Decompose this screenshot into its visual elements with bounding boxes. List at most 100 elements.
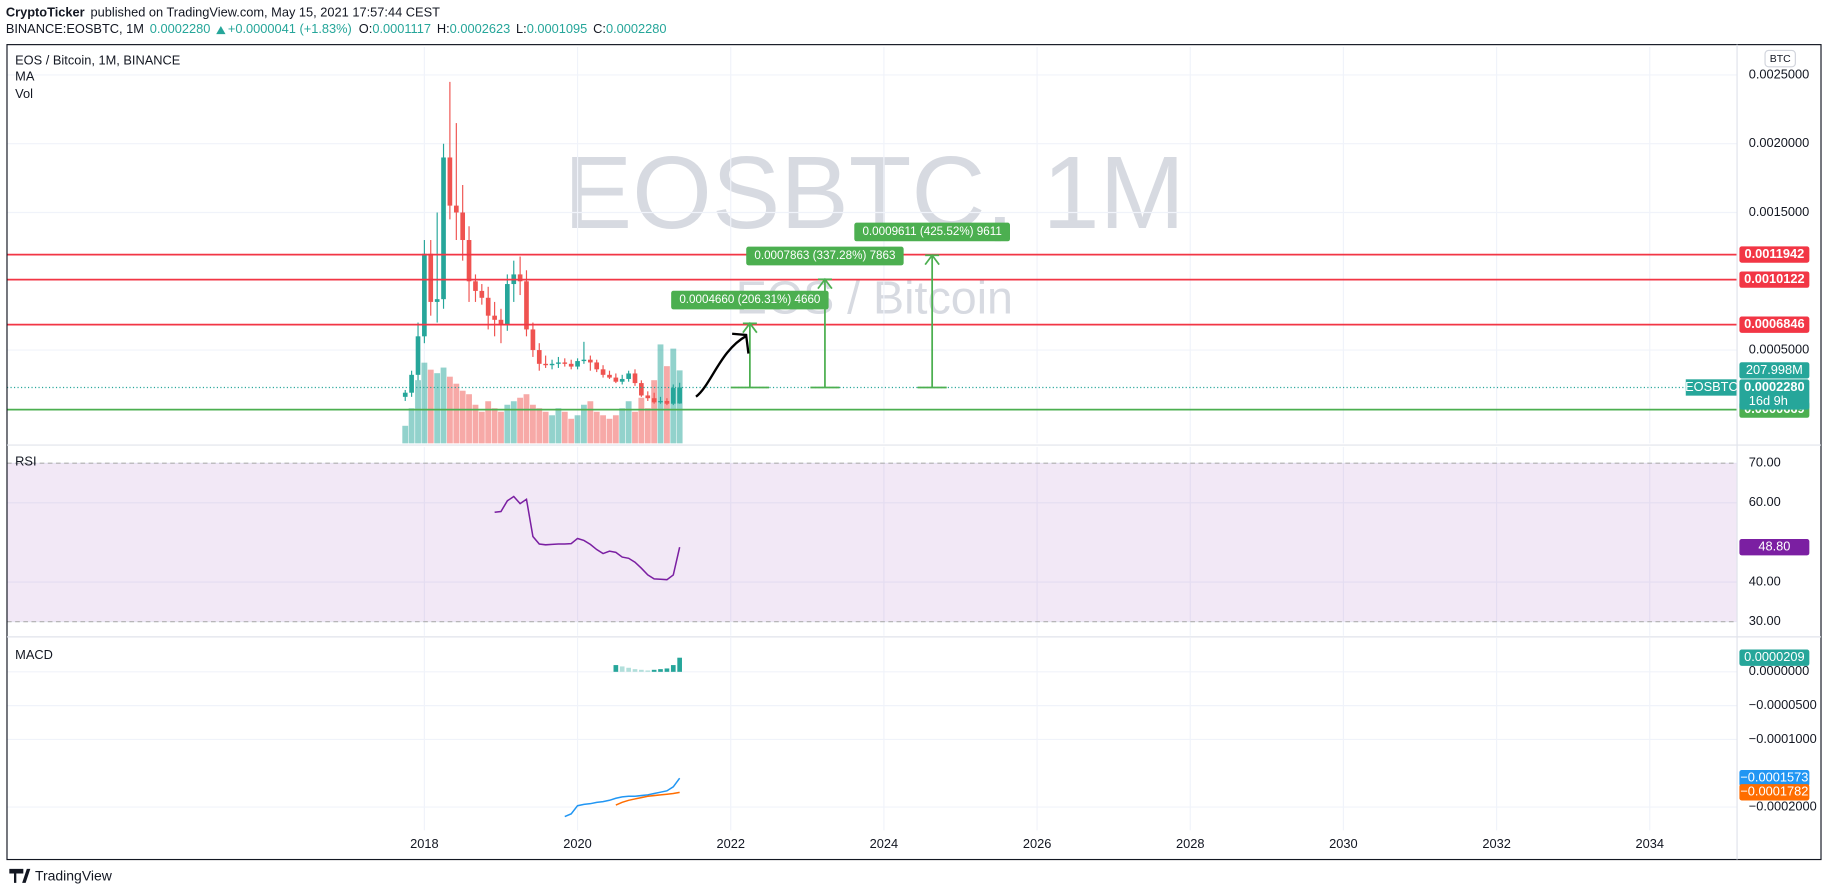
y-tick-label: −0.0002000 bbox=[1749, 798, 1817, 813]
candle-body bbox=[492, 315, 497, 320]
volume-bar bbox=[651, 380, 658, 444]
volume-bar bbox=[510, 401, 517, 444]
volume-bar bbox=[676, 370, 683, 444]
measure-arrowhead bbox=[742, 321, 758, 334]
logo bbox=[9, 868, 31, 883]
candle-body bbox=[504, 284, 510, 326]
indicator-label: Vol bbox=[15, 86, 33, 101]
volume-bar bbox=[619, 408, 626, 444]
candle-body bbox=[473, 281, 478, 291]
pane-title: RSI bbox=[15, 453, 36, 468]
volume-bar bbox=[657, 344, 664, 444]
countdown: 16d 9h bbox=[1749, 393, 1788, 408]
volume-bar bbox=[581, 404, 587, 444]
candle-body bbox=[600, 369, 606, 375]
candle-body bbox=[530, 329, 536, 351]
macd-histogram-bar bbox=[639, 669, 644, 672]
symbol: BINANCE:EOSBTC, 1M bbox=[6, 21, 144, 36]
price-label-bg bbox=[1739, 379, 1810, 410]
volume-bar bbox=[523, 394, 530, 444]
currency-button[interactable] bbox=[1764, 49, 1796, 68]
brand: TradingView bbox=[35, 868, 113, 884]
up-icon bbox=[216, 25, 226, 35]
measure-label-bg bbox=[854, 222, 1010, 242]
measure-label: 0.0009611 (425.52%) 9611 bbox=[862, 225, 1001, 238]
candle-body bbox=[549, 363, 555, 366]
candle-body bbox=[619, 378, 625, 382]
candle-body bbox=[613, 377, 619, 382]
indicator-label: MA bbox=[15, 69, 35, 84]
volume-bar bbox=[625, 401, 632, 444]
x-tick-label: 2022 bbox=[716, 836, 745, 851]
candle-body bbox=[466, 240, 472, 282]
candle-body bbox=[575, 361, 580, 367]
currency[interactable]: BTC bbox=[1770, 54, 1791, 65]
candle-body bbox=[664, 400, 670, 404]
volume-bar bbox=[517, 397, 524, 444]
candle-body bbox=[651, 398, 657, 403]
level-label: 0.0010122 bbox=[1744, 271, 1805, 286]
candle-body bbox=[607, 374, 612, 378]
level-label-bg bbox=[1739, 316, 1810, 333]
histogram-last-label-bg bbox=[1739, 649, 1810, 666]
candle-body bbox=[409, 374, 414, 393]
volume-bar bbox=[644, 408, 651, 444]
measure-label-bg bbox=[671, 290, 829, 310]
volume-bar bbox=[466, 394, 472, 444]
candle-body bbox=[453, 205, 459, 213]
macd-histogram-bar bbox=[626, 667, 631, 672]
rsi-last-label: 48.80 bbox=[1758, 539, 1790, 554]
candle-body bbox=[434, 299, 440, 302]
candle-body bbox=[588, 359, 593, 363]
header-line-2: BINANCE:EOSBTC, 1M 0.0002280 +0.0000041 … bbox=[6, 21, 667, 36]
macd-histogram-bar bbox=[613, 665, 619, 672]
candle-body bbox=[645, 395, 651, 399]
candle-body bbox=[479, 290, 485, 298]
candle-body bbox=[639, 383, 644, 396]
volume-bar bbox=[542, 411, 549, 444]
ohlc-key: H: bbox=[437, 21, 450, 36]
volume-bar bbox=[485, 401, 492, 444]
candle-body bbox=[536, 350, 542, 364]
candle-body bbox=[626, 373, 631, 379]
macd-line bbox=[564, 777, 681, 818]
candle-body bbox=[562, 362, 568, 364]
ohlc-value: 0.0001095 bbox=[527, 21, 588, 36]
ohlc-value: 0.0002623 bbox=[450, 21, 511, 36]
y-tick-label: 0.0000000 bbox=[1749, 663, 1810, 678]
last-price: 0.0002280 bbox=[150, 21, 211, 36]
candle-body bbox=[402, 392, 408, 397]
volume-bar bbox=[638, 397, 645, 444]
volume-bar bbox=[472, 404, 479, 444]
volume-label: 207.998M bbox=[1746, 362, 1803, 377]
ohlc-key: L: bbox=[516, 21, 527, 36]
y-tick-label: 70.00 bbox=[1749, 455, 1781, 470]
macd-histogram-bar bbox=[651, 669, 657, 672]
volume-bar bbox=[555, 408, 562, 444]
ohlc-value: 0.0001117 bbox=[372, 21, 431, 36]
pane-title: MACD bbox=[15, 647, 53, 662]
pane-title: EOS / Bitcoin, 1M, BINANCE bbox=[15, 52, 180, 67]
volume-bar bbox=[574, 415, 581, 444]
volume-bar bbox=[498, 411, 504, 444]
symbol-label-bg bbox=[1685, 379, 1738, 396]
volume-bar bbox=[478, 411, 485, 444]
volume-label-bg bbox=[1739, 362, 1810, 379]
measure-label: 0.0004660 (206.31%) 4660 bbox=[679, 293, 821, 306]
macd-last-label-bg bbox=[1739, 770, 1810, 787]
level-label-bg bbox=[1739, 271, 1810, 288]
candle-body bbox=[428, 253, 434, 302]
volume-bar bbox=[568, 418, 575, 444]
macd-histogram-bar bbox=[645, 670, 651, 672]
volume-bar bbox=[408, 408, 415, 444]
x-tick-label: 2034 bbox=[1636, 836, 1665, 851]
x-tick-label: 2026 bbox=[1023, 836, 1052, 851]
volume-bar bbox=[600, 415, 606, 444]
macd-last-label: −0.0001573 bbox=[1740, 770, 1808, 785]
rsi-band bbox=[6, 463, 1738, 622]
y-tick-label: 0.0015000 bbox=[1749, 204, 1810, 219]
level-label: 0.0006846 bbox=[1744, 316, 1805, 331]
